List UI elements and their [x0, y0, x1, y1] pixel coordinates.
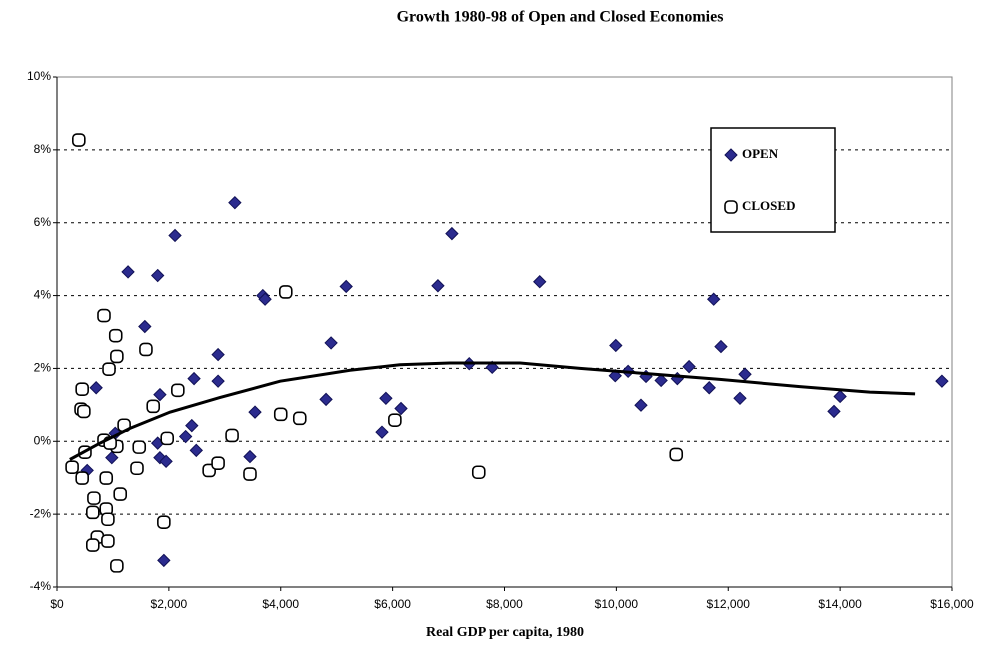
- closed-point: [669, 447, 684, 462]
- open-point: [431, 279, 445, 293]
- closed-point: [65, 460, 79, 474]
- closed-point: [139, 342, 153, 357]
- closed-point: [72, 133, 86, 147]
- closed-point: [388, 413, 402, 427]
- x-tick-label: $6,000: [374, 597, 411, 611]
- open-point: [935, 374, 949, 388]
- y-tick-label: 4%: [34, 288, 52, 302]
- open-point: [445, 226, 459, 241]
- closed-point: [132, 440, 147, 454]
- open-point: [185, 418, 199, 433]
- x-tick-label: $14,000: [818, 597, 862, 611]
- open-point: [706, 292, 721, 306]
- closed-point: [87, 491, 101, 505]
- closed-point: [113, 487, 128, 501]
- open-point: [609, 338, 623, 353]
- open-point: [833, 389, 847, 404]
- open-point: [339, 279, 353, 294]
- legend-marker: [724, 148, 738, 162]
- closed-point: [75, 471, 89, 485]
- y-tick-label: 6%: [34, 215, 52, 229]
- closed-point: [99, 471, 114, 485]
- closed-point: [130, 461, 144, 476]
- closed-point: [225, 428, 239, 443]
- closed-point: [273, 407, 288, 422]
- y-tick-label: -2%: [30, 506, 52, 520]
- open-point: [150, 268, 165, 283]
- x-tick-label: $0: [50, 597, 64, 611]
- legend-label: OPEN: [742, 146, 779, 161]
- open-point: [738, 367, 752, 381]
- open-point: [228, 195, 242, 210]
- open-point: [159, 454, 173, 469]
- closed-point: [101, 512, 115, 527]
- open-point: [634, 398, 648, 412]
- open-point: [211, 347, 225, 362]
- closed-point: [110, 349, 124, 364]
- x-tick-label: $10,000: [595, 597, 639, 611]
- closed-point: [160, 431, 174, 446]
- open-point: [733, 391, 747, 406]
- open-point: [211, 374, 225, 388]
- open-point: [682, 359, 696, 374]
- open-point: [187, 371, 201, 386]
- closed-point: [471, 465, 486, 480]
- open-point: [379, 391, 393, 406]
- open-point: [654, 373, 668, 388]
- y-tick-label: 2%: [34, 361, 52, 375]
- x-tick-label: $16,000: [930, 597, 974, 611]
- y-tick-label: 10%: [27, 69, 51, 83]
- open-point: [394, 401, 408, 416]
- legend-box: [710, 127, 836, 233]
- open-point: [258, 292, 272, 306]
- closed-point: [86, 505, 100, 520]
- open-point: [827, 404, 841, 419]
- open-point: [702, 381, 716, 395]
- closed-point: [292, 411, 307, 426]
- closed-point: [146, 399, 161, 414]
- legend-marker: [724, 200, 738, 214]
- closed-point: [101, 534, 115, 548]
- open-point: [248, 405, 262, 419]
- closed-point: [243, 467, 257, 481]
- closed-point: [102, 362, 116, 376]
- chart-title: Growth 1980-98 of Open and Closed Econom…: [397, 9, 724, 26]
- open-point: [189, 443, 203, 458]
- closed-point: [75, 382, 89, 396]
- closed-point: [211, 456, 225, 470]
- open-point: [324, 336, 338, 350]
- closed-point: [110, 559, 124, 573]
- x-tick-label: $2,000: [151, 597, 188, 611]
- trend-line: [69, 361, 916, 461]
- closed-point: [86, 538, 100, 552]
- x-tick-label: $4,000: [262, 597, 299, 611]
- open-point: [714, 339, 728, 354]
- closed-point: [171, 383, 185, 398]
- y-tick-label: 8%: [34, 142, 52, 156]
- open-point: [105, 450, 119, 465]
- open-point: [138, 319, 152, 334]
- open-point: [319, 392, 333, 407]
- closed-point: [278, 285, 293, 299]
- x-tick-label: $8,000: [486, 597, 523, 611]
- closed-point: [108, 328, 123, 343]
- open-point: [533, 275, 547, 289]
- closed-point: [97, 308, 111, 323]
- closed-point: [157, 515, 171, 529]
- x-tick-label: $12,000: [707, 597, 751, 611]
- open-point: [89, 381, 103, 395]
- legend-label: CLOSED: [742, 198, 795, 213]
- open-point: [243, 449, 257, 464]
- open-point: [153, 387, 167, 402]
- y-tick-label: 0%: [34, 433, 52, 447]
- open-point: [121, 265, 135, 279]
- y-tick-label: -4%: [30, 579, 52, 593]
- open-point: [157, 553, 171, 568]
- open-point: [168, 228, 182, 243]
- open-point: [375, 425, 389, 439]
- x-axis-label: Real GDP per capita, 1980: [426, 625, 584, 640]
- open-point: [178, 429, 193, 444]
- closed-point: [77, 404, 91, 419]
